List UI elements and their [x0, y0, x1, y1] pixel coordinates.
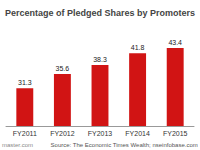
svg-text:38.3: 38.3	[93, 56, 107, 63]
svg-text:Source: The Economic Times Wea: Source: The Economic Times Wealth; nsein…	[51, 142, 198, 148]
svg-text:FY2011: FY2011	[13, 130, 37, 137]
svg-text:Percentage of Pledged Shares b: Percentage of Pledged Shares by Promoter…	[5, 8, 195, 18]
svg-text:31.3: 31.3	[18, 79, 32, 86]
svg-text:FY2012: FY2012	[50, 130, 75, 137]
svg-text:FY2013: FY2013	[88, 130, 113, 137]
svg-text:41.8: 41.8	[131, 44, 145, 51]
svg-text:43.4: 43.4	[168, 39, 182, 46]
svg-text:FY2014: FY2014	[125, 130, 150, 137]
svg-text:35.6: 35.6	[56, 65, 70, 72]
svg-text:FY2015: FY2015	[163, 130, 188, 137]
svg-text:master.com: master.com	[2, 142, 33, 148]
